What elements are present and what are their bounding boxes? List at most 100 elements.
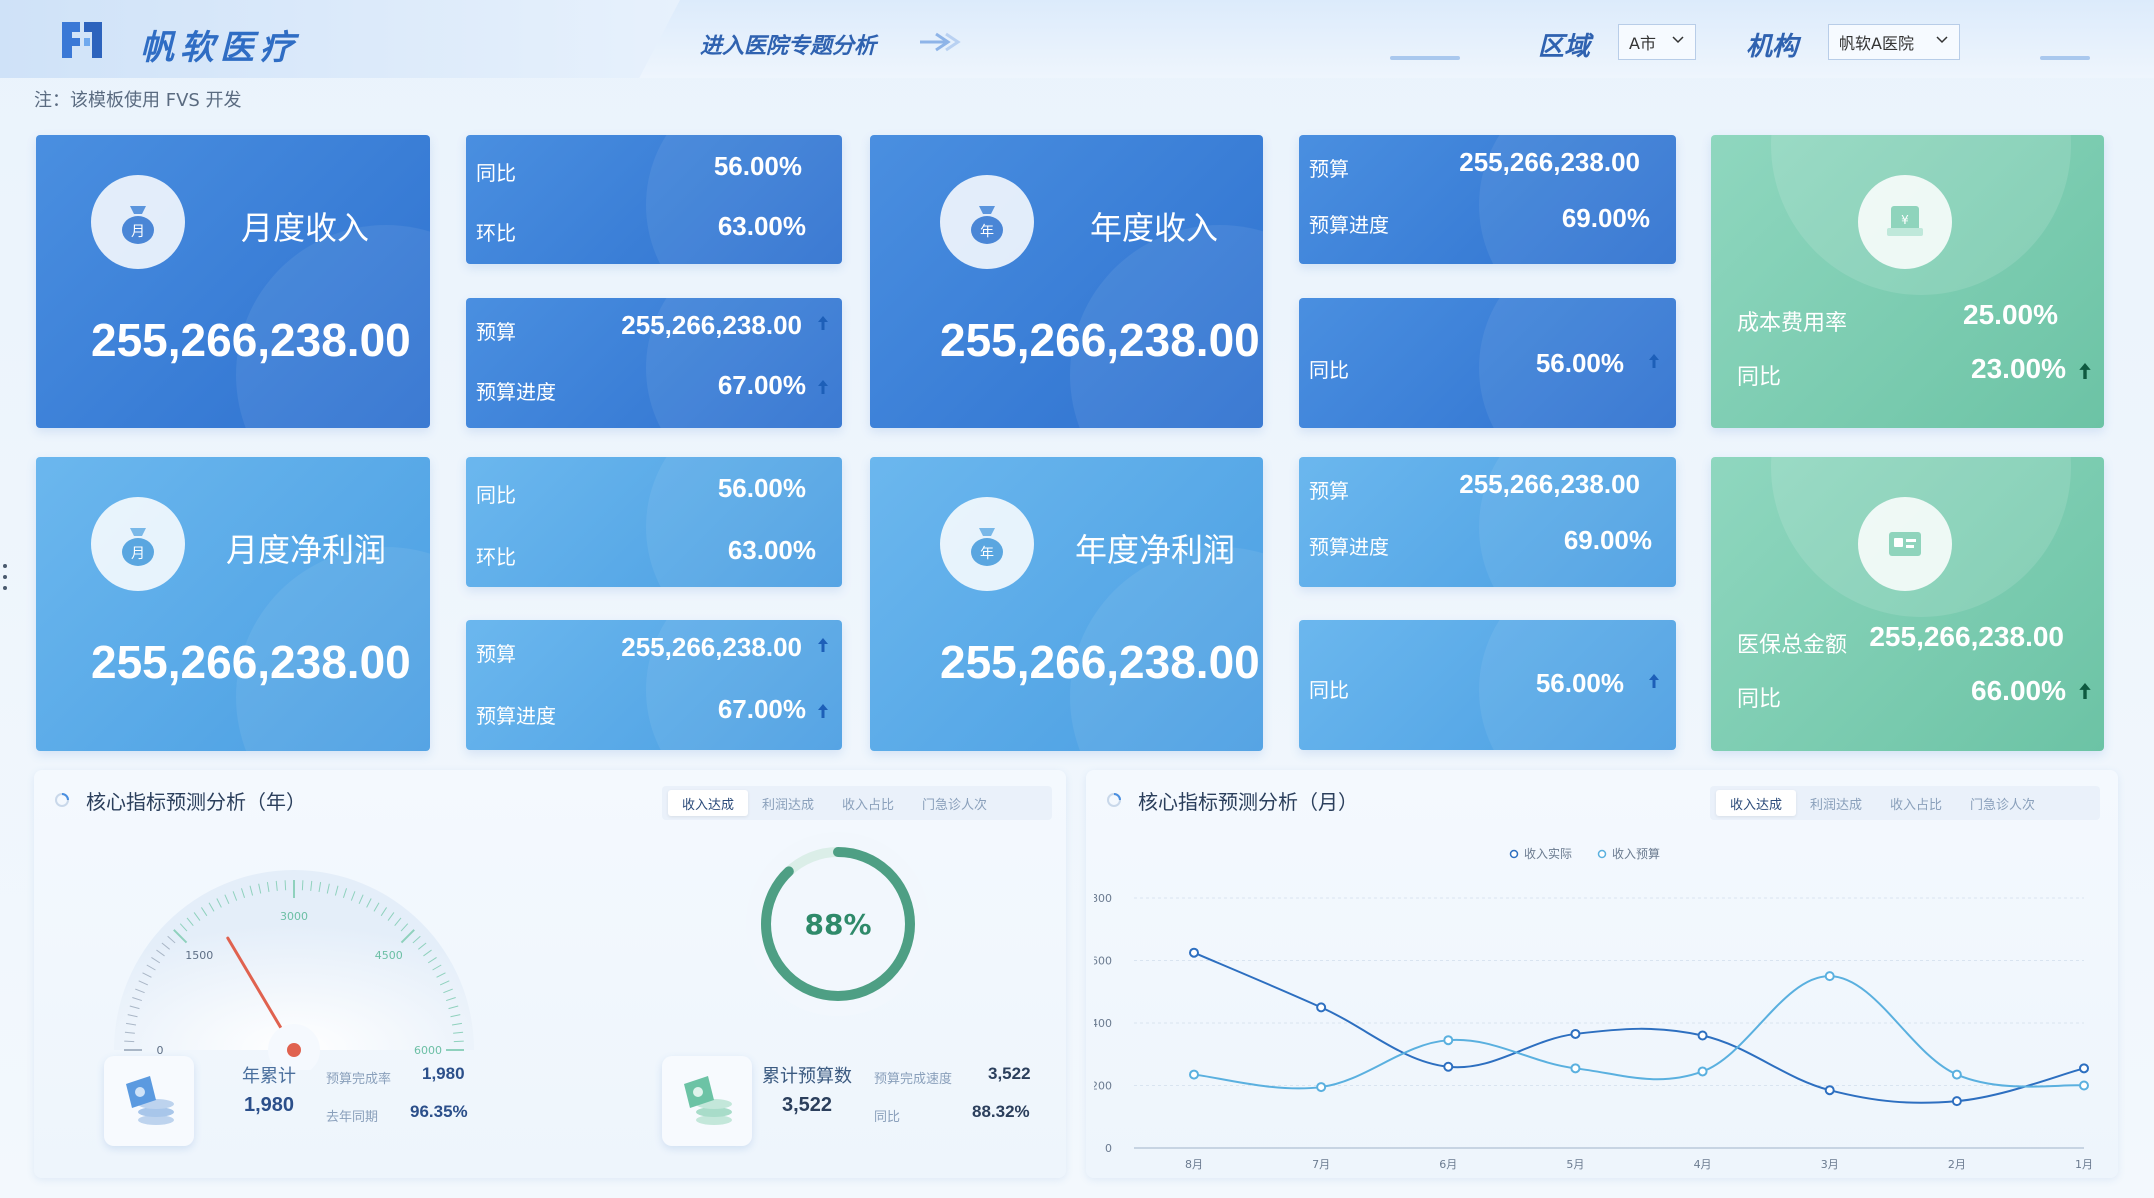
budget-progress-value: 67.00% <box>717 694 806 724</box>
gauge-tick-label: 1500 <box>185 949 213 962</box>
chart-x-axis: 8月 7月 6月 5月 4月 3月 2月 1月 <box>1185 1158 2093 1171</box>
series-point[interactable] <box>1824 971 1835 982</box>
gauge-tick <box>275 880 278 891</box>
svg-text:年: 年 <box>980 546 994 562</box>
card-value: 255,266,238.00 <box>940 314 1260 366</box>
template-note: 注：该模板使用 FVS 开发 <box>34 90 242 111</box>
y-tick-label: 600 <box>1094 955 1112 968</box>
gauge-tick <box>432 964 442 971</box>
gauge-tick <box>310 880 313 891</box>
insurance-yoy-label: 同比 <box>1737 687 1782 712</box>
double-arrow-right-icon[interactable] <box>918 32 964 52</box>
series-point[interactable] <box>1951 1069 1962 1080</box>
monthly-revenue-card[interactable]: 月 月度收入 255,266,238.00 <box>36 135 430 428</box>
gauge-tick-label: 0 <box>157 1044 164 1057</box>
budget-progress-value: 69.00% <box>1563 525 1652 555</box>
y-tick-label: 400 <box>1094 1017 1112 1030</box>
series-point[interactable] <box>1189 947 1199 958</box>
yoy-label: 同比 <box>476 483 516 507</box>
insurance-yoy-value: 66.00% <box>1971 675 2066 706</box>
series-point[interactable] <box>1316 1002 1327 1013</box>
tab-revenue-achievement[interactable]: 收入达成 <box>1716 790 1797 816</box>
cumulative-budget-value: 3,522 <box>782 1094 833 1116</box>
budget-label: 预算 <box>1309 157 1349 181</box>
monthly-tab-bar: 收入达成 利润达成 收入占比 门急诊人次 <box>1710 786 2100 820</box>
x-tick-label: 1月 <box>2075 1158 2093 1171</box>
tab-profit-achievement[interactable]: 利润达成 <box>762 797 815 813</box>
series-point[interactable] <box>1697 1030 1708 1041</box>
card-title: 月度收入 <box>241 209 370 247</box>
series-point[interactable] <box>1570 1028 1581 1039</box>
mom-value: 63.00% <box>727 535 816 565</box>
gauge-tick <box>453 1031 464 1034</box>
panel-title: 核心指标预测分析（月） <box>1138 790 1358 814</box>
org-select-value: 帆软A医院 <box>1839 34 1914 53</box>
cumulative-budget-label: 累计预算数 <box>762 1066 852 1087</box>
gauge-tick <box>418 942 427 950</box>
mom-value: 63.00% <box>717 211 806 241</box>
series-point[interactable] <box>1697 1066 1708 1077</box>
tab-outpatient-visits[interactable]: 门急诊人次 <box>1970 797 2036 813</box>
card-value: 255,266,238.00 <box>91 314 411 366</box>
enter-hospital-analysis-link[interactable]: 进入医院专题分析 <box>700 34 877 59</box>
svg-text:月: 月 <box>131 224 145 240</box>
up-arrow-icon <box>2079 363 2091 379</box>
yoy-small-value: 88.32% <box>972 1102 1030 1121</box>
cost-rate-card[interactable]: ¥ 成本费用率 25.00% 同比 23.00% <box>1711 135 2104 428</box>
series-point[interactable] <box>1951 1096 1962 1107</box>
org-select[interactable]: 帆软A医院 <box>1828 24 1960 60</box>
svg-text:年: 年 <box>980 224 994 240</box>
budget-progress-label: 预算进度 <box>1309 213 1389 237</box>
series-point[interactable] <box>1189 1069 1199 1080</box>
series-line-1 <box>1193 951 2085 1104</box>
gauge-tick <box>173 929 188 944</box>
series-point[interactable] <box>1316 1082 1327 1093</box>
insurance-card[interactable]: 医保总金额 255,266,238.00 同比 66.00% <box>1711 457 2104 751</box>
gauge-tick <box>186 917 194 926</box>
series-point[interactable] <box>2079 1063 2089 1074</box>
gauge-tick <box>350 891 356 901</box>
region-select[interactable]: A市 <box>1618 24 1696 60</box>
tab-revenue-share[interactable]: 收入占比 <box>1890 797 1943 813</box>
series-point[interactable] <box>1443 1035 1454 1046</box>
gauge-tick <box>142 972 152 978</box>
series-point[interactable] <box>2079 1080 2089 1091</box>
resize-handle-icon[interactable] <box>2 562 8 592</box>
cost-rate-label: 成本费用率 <box>1737 311 1848 336</box>
gauge-tick <box>427 956 437 964</box>
tab-revenue-achievement[interactable]: 收入达成 <box>668 790 749 816</box>
annual-profit-yoy-card: 同比 56.00% <box>1299 620 1676 750</box>
up-arrow-icon <box>1649 674 1659 688</box>
region-select-value: A市 <box>1629 34 1656 53</box>
legend-marker <box>1509 849 1519 859</box>
gauge-tick <box>249 885 254 896</box>
up-arrow-icon <box>1649 354 1659 368</box>
annual-revenue-budget-card: 预算 255,266,238.00 预算进度 69.00% <box>1299 135 1676 264</box>
gauge-tick <box>126 1022 137 1026</box>
tab-profit-achievement[interactable]: 利润达成 <box>1810 797 1863 813</box>
tab-revenue-share[interactable]: 收入占比 <box>842 797 895 813</box>
series-line-2 <box>1193 975 2085 1090</box>
gauge-tick <box>318 882 322 893</box>
series-point[interactable] <box>1443 1061 1454 1072</box>
monthly-profit-budget-card: 预算 255,266,238.00 预算进度 67.00% <box>466 620 842 750</box>
last-year-value: 96.35% <box>410 1102 468 1121</box>
tab-outpatient-visits[interactable]: 门急诊人次 <box>922 797 988 813</box>
gauge-tick <box>334 885 339 896</box>
annual-profit-card[interactable]: 年 年度净利润 255,266,238.00 <box>870 457 1263 751</box>
series-point[interactable] <box>1570 1063 1581 1074</box>
gauge-tick <box>443 988 453 994</box>
yoy-label: 同比 <box>1309 358 1349 382</box>
gauge-tick <box>436 972 446 978</box>
x-tick-label: 3月 <box>1821 1158 1839 1171</box>
gauge-tick <box>240 888 246 898</box>
yoy-label: 同比 <box>1309 678 1349 702</box>
annual-revenue-card[interactable]: 年 年度收入 255,266,238.00 <box>870 135 1263 428</box>
chart-legend: 收入实际 收入预算 <box>1509 846 1660 861</box>
monthly-profit-card[interactable]: 月 月度净利润 255,266,238.00 <box>36 457 430 751</box>
gauge-tick <box>208 902 215 912</box>
gauge-hub-dot <box>287 1043 301 1057</box>
gauge-tick-labels: 0 1500 3000 4500 6000 <box>157 910 443 1057</box>
yoy-label: 同比 <box>476 161 516 185</box>
series-point[interactable] <box>1824 1085 1835 1096</box>
